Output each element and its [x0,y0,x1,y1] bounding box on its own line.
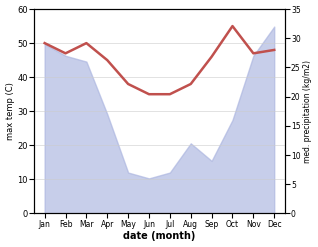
Y-axis label: med. precipitation (kg/m2): med. precipitation (kg/m2) [303,60,313,163]
X-axis label: date (month): date (month) [123,231,196,242]
Y-axis label: max temp (C): max temp (C) [5,82,15,140]
